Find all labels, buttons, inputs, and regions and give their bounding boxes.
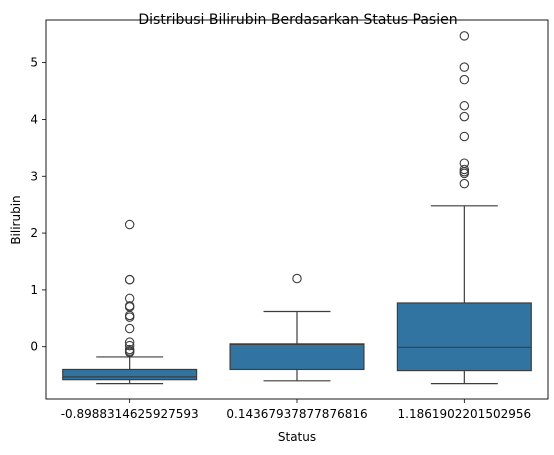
x-tick-label: 1.1861902201502956 (398, 407, 532, 421)
outlier-point (459, 168, 470, 179)
outlier-point (124, 340, 135, 351)
y-tick-label: 5 (30, 56, 38, 70)
outlier-point (459, 131, 470, 142)
outlier-point (292, 273, 302, 284)
outlier-point (124, 219, 135, 230)
box-group (62, 219, 198, 385)
box-group (396, 31, 532, 385)
y-tick-label: 0 (30, 340, 38, 354)
y-tick-label: 2 (30, 226, 38, 240)
outlier-point (459, 111, 470, 122)
x-tick-label: 0.14367937877876816 (226, 407, 367, 421)
y-tick-label: 4 (30, 112, 38, 126)
outlier-point (459, 31, 470, 41)
box-iqr (229, 343, 365, 371)
box-group (229, 273, 365, 382)
outlier-point (459, 74, 470, 85)
outlier-point (124, 347, 135, 358)
outlier-point (459, 62, 470, 72)
y-tick-label: 1 (30, 283, 38, 297)
x-axis-label: Status (278, 430, 316, 444)
box-iqr (62, 368, 198, 381)
plot-area (62, 31, 532, 385)
x-tick-label: -0.8988314625927593 (61, 407, 199, 421)
outlier-point (124, 337, 135, 347)
box-iqr (396, 302, 532, 372)
y-axis: 0 1 2 3 4 5 (30, 56, 46, 354)
outlier-point (124, 323, 135, 334)
outlier-point (459, 178, 470, 189)
x-axis: -0.8988314625927593 0.14367937877876816 1.… (61, 399, 531, 421)
outlier-point (124, 312, 135, 322)
outlier-point (124, 274, 135, 285)
outlier-point (459, 101, 470, 111)
y-tick-label: 3 (30, 169, 38, 183)
outlier-point (459, 164, 470, 175)
y-axis-label: Bilirubin (9, 195, 23, 244)
